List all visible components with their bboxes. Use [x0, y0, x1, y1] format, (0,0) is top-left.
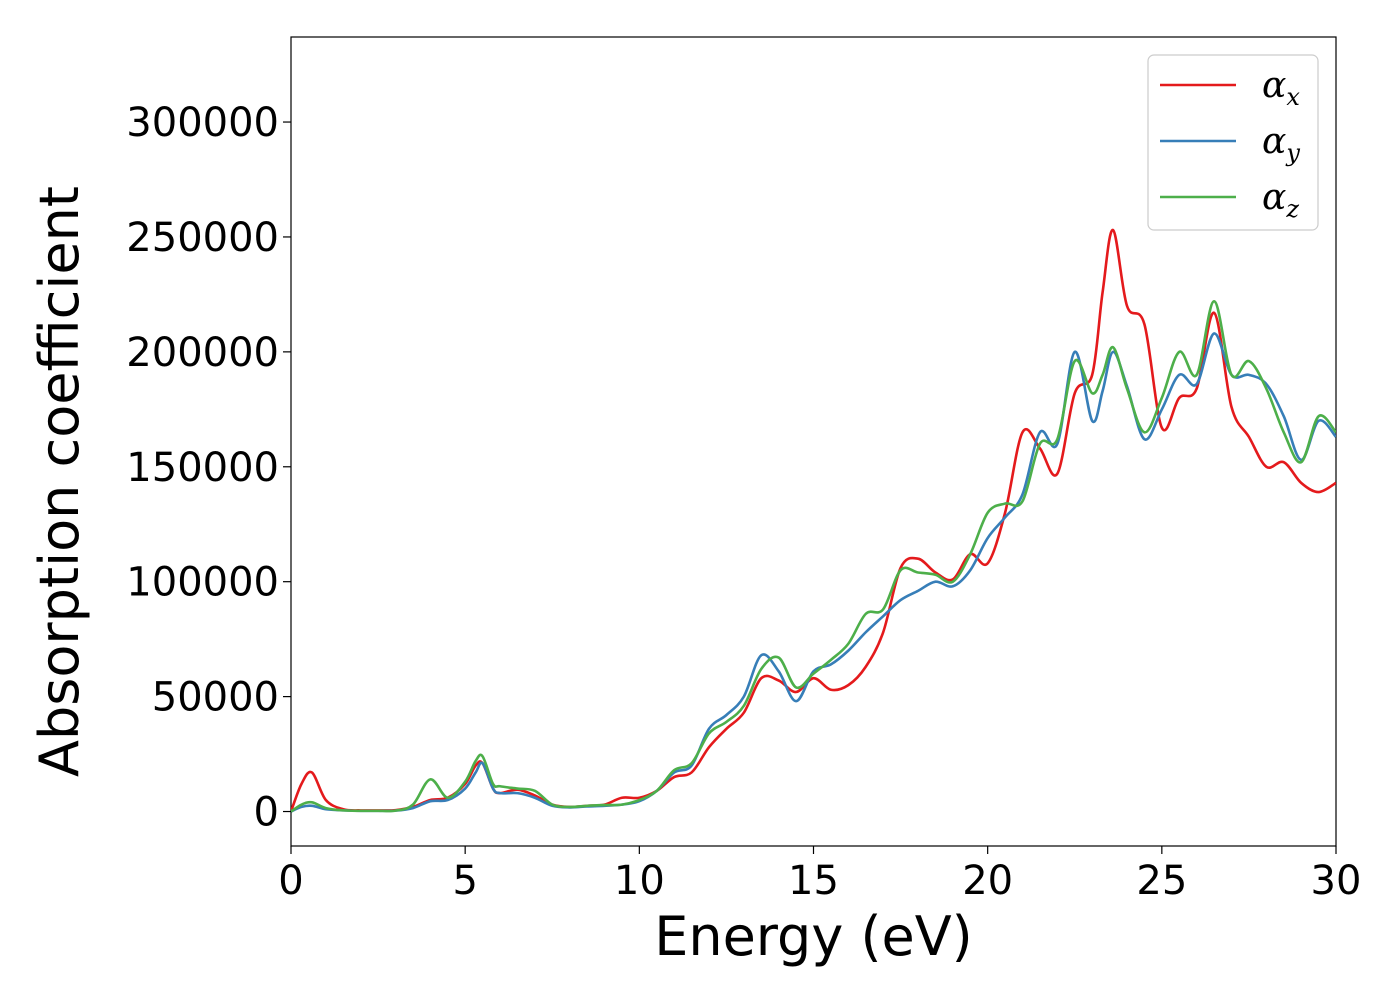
y-tick-label: 250000	[126, 215, 279, 261]
x-tick-label: 15	[788, 858, 839, 904]
x-tick-label: 20	[962, 858, 1013, 904]
x-tick-label: 0	[278, 858, 303, 904]
series-line-y	[291, 332, 1336, 813]
y-tick-label: 300000	[126, 100, 279, 146]
x-tick-label: 25	[1136, 858, 1187, 904]
y-tick-label: 0	[254, 790, 279, 836]
series-line-x	[291, 228, 1336, 812]
x-axis-title: Energy (eV)	[654, 905, 973, 968]
y-tick-label: 100000	[126, 560, 279, 606]
series-line-z	[291, 300, 1336, 813]
legend-label-z: αz	[1262, 177, 1299, 223]
y-tick-label: 150000	[126, 445, 279, 491]
legend-box	[1147, 54, 1319, 231]
legend: αx αy αz	[1147, 54, 1319, 231]
y-axis: 0 50000 100000 150000 200000 250000 300000	[126, 100, 291, 836]
legend-label-x: αx	[1262, 65, 1300, 111]
x-axis: 0 5 10 15 20 25 30	[278, 846, 1361, 904]
x-tick-label: 5	[452, 858, 477, 904]
y-tick-label: 50000	[152, 675, 279, 721]
y-tick-label: 200000	[126, 330, 279, 376]
x-tick-label: 10	[614, 858, 665, 904]
legend-label-y: αy	[1262, 121, 1300, 167]
y-axis-title: Absorption coefficient	[28, 186, 91, 777]
series-layer	[291, 228, 1336, 813]
x-tick-label: 30	[1311, 858, 1362, 904]
